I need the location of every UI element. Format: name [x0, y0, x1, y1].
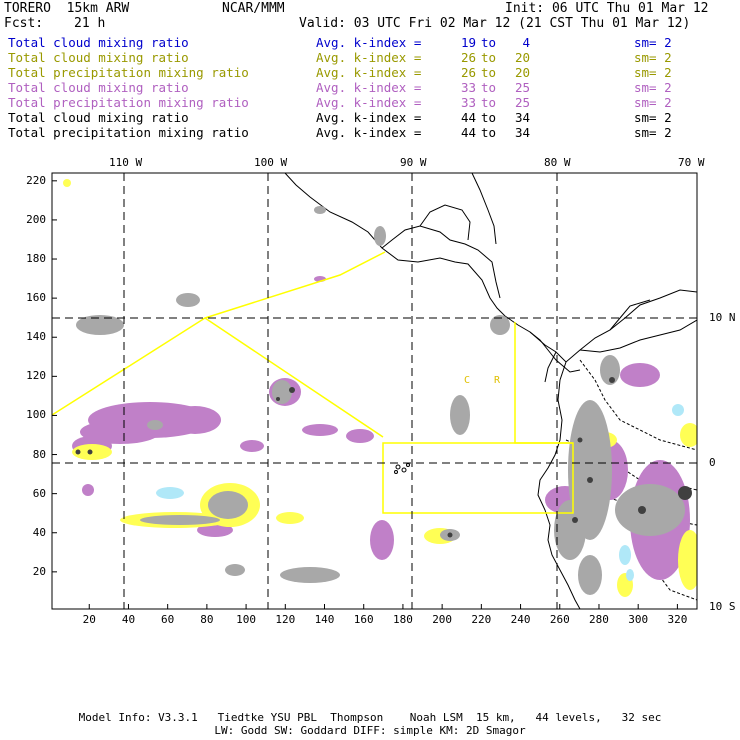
legend-from-value: 19	[460, 35, 476, 50]
domain-boundaries	[52, 251, 574, 514]
legend-avg-label: Avg. k-index =	[316, 35, 422, 50]
y-tick-label: 140	[26, 330, 46, 344]
legend-from-value: 26	[460, 65, 476, 80]
legend-smoothing: sm= 2	[634, 125, 672, 140]
legend-from-value: 44	[460, 110, 476, 125]
lon-label-80w: 80 W	[544, 156, 571, 169]
forecast-hour: 21 h	[74, 16, 106, 31]
lon-label-100w: 100 W	[254, 156, 288, 169]
legend-to-word: to	[481, 80, 497, 95]
legend-row: Total cloud mixing ratio Avg. k-index = 26…	[8, 50, 728, 65]
legend-smoothing: sm= 2	[634, 110, 672, 125]
legend-field-name: Total cloud mixing ratio	[8, 80, 189, 95]
legend-smoothing: sm= 2	[634, 50, 672, 65]
forecast-label: Fcst:	[4, 16, 44, 31]
legend-avg-label: Avg. k-index =	[316, 95, 422, 110]
x-tick-label: 260	[549, 613, 570, 626]
x-tick-label: 200	[432, 613, 453, 626]
valid-time: Valid: 03 UTC Fri 02 Mar 12 (21 CST Thu …	[299, 16, 691, 31]
legend-to-value: 25	[514, 95, 530, 110]
legend-to-word: to	[481, 125, 497, 140]
organization: NCAR/MMM	[222, 1, 285, 16]
init-time: Init: 06 UTC Thu 01 Mar 12	[505, 1, 709, 16]
legend-to-word: to	[481, 50, 497, 65]
x-tick-label: 240	[510, 613, 531, 626]
legend-from-value: 26	[460, 50, 476, 65]
legend-row: Total cloud mixing ratio Avg. k-index = 44…	[8, 110, 728, 125]
legend-avg-label: Avg. k-index =	[316, 50, 422, 65]
legend-to-word: to	[481, 35, 497, 50]
legend-to-value: 20	[514, 65, 530, 80]
legend-to-value: 20	[514, 50, 530, 65]
legend-field-name: Total precipitation mixing ratio	[8, 95, 249, 110]
legend-field-name: Total cloud mixing ratio	[8, 50, 189, 65]
y-tick-label: 40	[32, 525, 46, 539]
legend-to-value: 34	[514, 110, 530, 125]
lat-label-0: 0	[709, 456, 716, 469]
legend-avg-label: Avg. k-index =	[316, 65, 422, 80]
legend-from-value: 33	[460, 95, 476, 110]
cloud-fields	[63, 179, 697, 597]
y-tick-label: 80	[32, 447, 46, 461]
x-tick-label: 220	[471, 613, 492, 626]
x-tick-label: 180	[392, 613, 413, 626]
y-tick-label: 20	[32, 564, 46, 578]
legend-field-name: Total cloud mixing ratio	[8, 35, 189, 50]
legend-field-name: Total cloud mixing ratio	[8, 110, 189, 125]
x-tick-label: 160	[353, 613, 374, 626]
lat-label-10n: 10 N	[709, 311, 736, 324]
legend-avg-label: Avg. k-index =	[316, 80, 422, 95]
lon-label-110w: 110 W	[109, 156, 143, 169]
legend-row: Total precipitation mixing ratio Avg. k-i…	[8, 65, 728, 80]
legend-from-value: 33	[460, 80, 476, 95]
region-label-r: R	[494, 375, 501, 386]
legend-row: Total precipitation mixing ratio Avg. k-i…	[8, 95, 728, 110]
legend-smoothing: sm= 2	[634, 80, 672, 95]
x-tick-label: 120	[275, 613, 296, 626]
lon-label-90w: 90 W	[400, 156, 427, 169]
y-tick-label: 60	[32, 486, 46, 500]
y-tick-label: 100	[26, 408, 46, 422]
footer-physics-info: LW: Godd SW: Goddard DIFF: simple KM: 2D…	[214, 724, 526, 737]
legend-avg-label: Avg. k-index =	[316, 125, 422, 140]
region-label-c: C	[464, 375, 471, 386]
x-tick-label: 280	[589, 613, 609, 626]
x-tick-label: 100	[236, 613, 257, 626]
y-tick-label: 160	[26, 291, 46, 305]
x-tick-label: 320	[667, 613, 688, 626]
y-tick-label: 180	[26, 252, 46, 266]
legend-field-name: Total precipitation mixing ratio	[8, 125, 249, 140]
y-tick-label: 200	[26, 212, 46, 226]
legend-smoothing: sm= 2	[634, 35, 672, 50]
lat-label-10s: 10 S	[709, 600, 736, 613]
legend-to-value: 34	[514, 125, 530, 140]
plot-frame	[51, 172, 698, 610]
legend-to-word: to	[481, 65, 497, 80]
legend-row: Total cloud mixing ratio Avg. k-index = 19…	[8, 35, 728, 50]
x-tick-label: 40	[121, 613, 136, 626]
x-tick-label: 140	[314, 613, 335, 626]
y-tick-label: 220	[26, 173, 46, 187]
legend-row: Total cloud mixing ratio Avg. k-index = 33…	[8, 80, 728, 95]
x-tick-label: 20	[82, 613, 96, 626]
legend-row: Total precipitation mixing ratio Avg. k-i…	[8, 125, 728, 140]
lon-label-70w: 70 W	[678, 156, 705, 169]
legend-field-name: Total precipitation mixing ratio	[8, 65, 249, 80]
legend-smoothing: sm= 2	[634, 65, 672, 80]
legend-to-word: to	[481, 95, 497, 110]
legend-to-word: to	[481, 110, 497, 125]
legend-from-value: 44	[460, 125, 476, 140]
model-name: TORERO 15km ARW	[4, 1, 130, 16]
x-tick-label: 80	[200, 613, 214, 626]
x-tick-label: 60	[161, 613, 175, 626]
footer-model-info: Model Info: V3.3.1 Tiedtke YSU PBL Thomp…	[78, 711, 662, 724]
y-tick-label: 120	[26, 369, 46, 383]
legend-to-value: 25	[514, 80, 530, 95]
x-tick-label: 300	[628, 613, 649, 626]
legend-avg-label: Avg. k-index =	[316, 110, 422, 125]
graticule	[52, 173, 697, 609]
legend-to-value: 4	[522, 35, 530, 50]
legend-smoothing: sm= 2	[634, 95, 672, 110]
